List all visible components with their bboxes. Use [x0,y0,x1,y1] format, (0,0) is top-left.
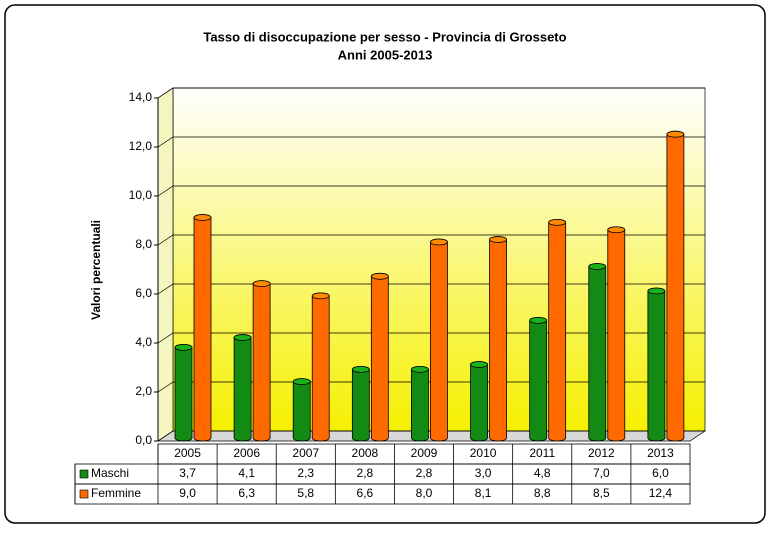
bar [529,317,548,442]
y-tick-label: 14,0 [129,90,153,104]
bar-top [370,272,389,280]
data-label: 9,0 [179,486,196,500]
bar-top [588,263,607,270]
bar-top [174,343,193,351]
bar [311,292,330,442]
bar-top [607,226,626,234]
y-tick-label: 2,0 [135,384,152,398]
bar-top [470,361,488,368]
chart-subtitle: Anni 2005-2013 [338,47,433,62]
x-tick-label: 2009 [411,446,438,460]
data-label: 8,8 [534,486,551,500]
y-tick-label: 10,0 [129,188,153,202]
x-tick-label: 2007 [292,446,319,460]
bar [470,361,488,442]
bar-top [548,218,567,226]
y-tick-label: 4,0 [135,335,152,349]
x-tick-label: 2012 [588,446,615,460]
data-label: 3,0 [475,466,492,480]
legend-swatch [79,469,89,479]
grid-line [157,332,705,344]
y-axis-label: Valori percentuali [89,220,103,320]
bar [489,236,507,442]
bar [351,366,370,442]
bar [548,219,567,442]
bar [174,343,193,442]
x-tick-label: 2006 [233,446,260,460]
bar-top [292,378,311,386]
bar [607,226,626,442]
data-label: 8,5 [593,486,610,500]
y-tick-label: 0,0 [135,433,152,447]
legend-label: Maschi [91,466,129,480]
data-label: 2,8 [416,466,433,480]
grid-line [157,185,705,197]
bar-top [529,316,548,324]
grid-line [157,234,705,246]
x-tick-label: 2013 [647,446,674,460]
y-tick-label: 6,0 [135,286,152,300]
data-label: 8,0 [416,486,433,500]
bar-top [193,214,212,221]
bar-top [411,365,429,373]
bar [193,214,212,442]
y-tick-label: 12,0 [129,139,153,153]
grid-line [157,136,705,148]
data-label: 2,8 [357,466,374,480]
bar-top [666,130,685,138]
bar [370,272,389,442]
data-label: 6,3 [238,486,255,500]
bar-top [351,365,370,373]
bar [647,287,666,442]
y-tick-label: 8,0 [135,237,152,251]
bar-top [233,334,252,341]
legend-label: Femmine [91,486,141,500]
chart-title: Tasso di disoccupazione per sesso - Prov… [203,29,566,44]
grid-line [157,430,705,442]
data-label: 12,4 [649,486,673,500]
data-label: 5,8 [297,486,314,500]
bar [252,280,271,442]
bar-top [311,292,330,300]
grid-line [157,381,705,393]
x-tick-label: 2010 [470,446,497,460]
data-label: 6,6 [357,486,374,500]
grid-line [157,283,705,295]
bar-top [489,236,507,243]
bar [411,366,429,442]
data-label: 4,1 [238,466,255,480]
side-wall [157,87,174,442]
legend-swatch [79,489,89,499]
bar-top [430,238,448,246]
data-label: 2,3 [297,466,314,480]
grid-line [157,87,705,99]
bar [588,263,607,442]
bar [430,238,448,442]
x-tick-label: 2005 [174,446,201,460]
data-label: 3,7 [179,466,196,480]
bar-top [252,280,271,288]
bar [292,378,311,442]
data-label: 7,0 [593,466,610,480]
bar [233,334,252,442]
data-label: 8,1 [475,486,492,500]
bar-top [647,287,666,295]
data-label: 6,0 [652,466,669,480]
bar [666,130,685,442]
x-tick-label: 2011 [529,446,555,460]
data-label: 4,8 [534,466,551,480]
x-tick-label: 2008 [352,446,379,460]
